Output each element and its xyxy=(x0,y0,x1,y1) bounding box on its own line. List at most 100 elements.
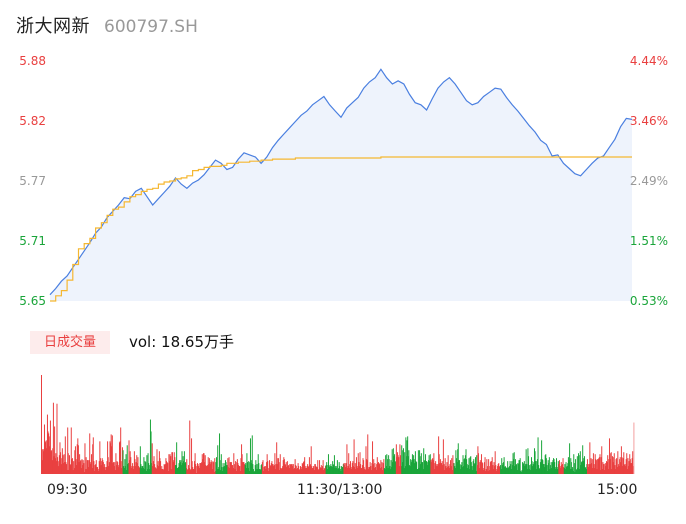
volume-bar xyxy=(529,470,531,474)
volume-bar xyxy=(446,462,448,474)
volume-bar xyxy=(215,462,217,474)
volume-bar xyxy=(271,461,273,474)
volume-bar xyxy=(89,462,91,474)
volume-bar xyxy=(50,451,52,474)
volume-bar xyxy=(82,465,84,474)
volume-bar xyxy=(152,461,154,474)
volume-bar xyxy=(342,467,344,474)
volume-bar xyxy=(229,468,231,474)
volume-bar xyxy=(394,454,396,474)
volume-bar xyxy=(522,462,524,474)
volume-badge[interactable]: 日成交量 xyxy=(30,331,110,354)
volume-bar xyxy=(325,466,326,474)
volume-bar xyxy=(251,460,253,474)
volume-bar xyxy=(442,465,444,474)
volume-bar xyxy=(146,455,148,474)
volume-bar xyxy=(461,462,463,474)
volume-bar xyxy=(70,427,72,474)
volume-bar xyxy=(224,460,226,474)
volume-bar xyxy=(457,449,459,474)
volume-bar xyxy=(201,462,203,474)
volume-bar xyxy=(536,469,538,474)
volume-bar xyxy=(519,460,521,474)
volume-bar xyxy=(196,466,198,474)
volume-bar xyxy=(452,455,454,474)
volume-bar xyxy=(169,461,171,474)
volume-bar xyxy=(339,469,341,474)
volume-bar xyxy=(210,464,212,474)
volume-bar xyxy=(70,465,72,474)
volume-bar xyxy=(76,444,78,474)
volume-bar xyxy=(421,462,423,474)
volume-bar xyxy=(589,464,591,474)
volume-bar xyxy=(371,463,373,474)
volume-bar xyxy=(247,468,249,474)
volume-bar xyxy=(319,468,321,474)
volume-bar xyxy=(441,461,443,474)
volume-bar xyxy=(511,461,513,474)
volume-bar xyxy=(223,466,225,474)
volume-bar xyxy=(126,470,128,474)
volume-bar xyxy=(191,461,193,474)
volume-bar xyxy=(141,468,143,474)
volume-bar xyxy=(64,436,66,474)
volume-bar xyxy=(115,453,117,474)
volume-bar xyxy=(238,466,240,474)
volume-bar xyxy=(342,464,344,474)
volume-bar xyxy=(546,465,548,474)
volume-bar xyxy=(122,450,124,474)
volume-bar xyxy=(564,464,566,474)
volume-bar xyxy=(620,446,622,474)
volume-bar xyxy=(71,459,73,474)
volume-bar xyxy=(313,466,315,474)
volume-bar xyxy=(129,460,131,474)
volume-bar xyxy=(330,464,332,474)
volume-bar xyxy=(453,463,454,474)
volume-bar xyxy=(205,466,207,474)
volume-bar xyxy=(467,465,469,474)
volume-bar xyxy=(222,471,223,474)
volume-bar xyxy=(226,465,228,474)
volume-bar xyxy=(126,445,128,474)
volume-bar xyxy=(358,462,360,474)
volume-bar xyxy=(267,471,269,474)
volume-bar xyxy=(112,463,114,474)
volume-bar xyxy=(234,469,236,474)
volume-bar xyxy=(202,453,204,474)
volume-bar xyxy=(46,448,48,474)
volume-bar xyxy=(243,462,245,474)
volume-bar xyxy=(282,466,284,474)
volume-bar xyxy=(154,464,156,474)
volume-bar xyxy=(214,471,216,474)
volume-bar xyxy=(444,470,446,474)
volume-bar xyxy=(91,454,93,474)
volume-bar xyxy=(264,466,266,474)
volume-bar xyxy=(424,461,426,474)
volume-bar xyxy=(458,460,460,474)
volume-bar xyxy=(463,466,465,474)
volume-bar xyxy=(222,463,224,474)
volume-bar xyxy=(183,461,185,474)
volume-bar xyxy=(363,460,365,474)
volume-bar xyxy=(227,458,229,474)
volume-bar xyxy=(57,466,59,474)
volume-bar xyxy=(185,468,187,474)
volume-bar xyxy=(507,461,509,474)
volume-bar xyxy=(180,460,182,474)
volume-bar xyxy=(385,455,387,474)
volume-bar xyxy=(516,464,518,474)
volume-bar xyxy=(251,435,253,474)
volume-bar xyxy=(543,464,545,474)
volume-bar xyxy=(561,465,563,474)
volume-bar xyxy=(602,462,604,474)
volume-bar xyxy=(285,462,287,474)
volume-bar xyxy=(172,462,174,474)
y-tick-label-percent: 2.49% xyxy=(629,174,668,188)
volume-bar xyxy=(563,467,565,474)
volume-bar xyxy=(181,451,183,474)
volume-bar xyxy=(581,462,583,474)
volume-bar xyxy=(270,466,272,474)
volume-bar xyxy=(298,466,300,474)
volume-bar xyxy=(574,472,576,474)
volume-bar xyxy=(207,457,209,474)
